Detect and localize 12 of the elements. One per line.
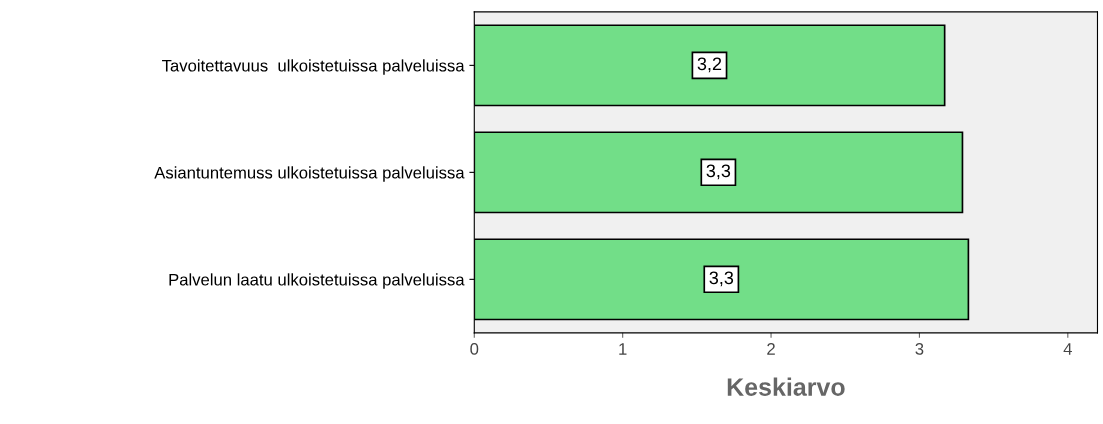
y-tick-label: Tavoitettavuus ulkoistetuissa palveluissa — [162, 59, 465, 75]
data-label: 3,3 — [706, 164, 731, 180]
y-tick-label: Asiantuntemuss ulkoistetuissa palveluissa — [154, 166, 465, 182]
x-tick-label: 3 — [915, 343, 924, 355]
x-tick-label: 4 — [1063, 343, 1072, 355]
data-label: 3,3 — [709, 271, 734, 287]
x-tick-label: 0 — [470, 343, 479, 355]
y-tick-label: Palvelun laatu ulkoistetuissa palveluissa — [169, 273, 465, 289]
x-axis-title: Keskiarvo — [727, 377, 845, 396]
x-tick-label: 1 — [619, 343, 627, 355]
x-tick-label: 2 — [767, 343, 775, 355]
data-label: 3,2 — [697, 57, 722, 73]
